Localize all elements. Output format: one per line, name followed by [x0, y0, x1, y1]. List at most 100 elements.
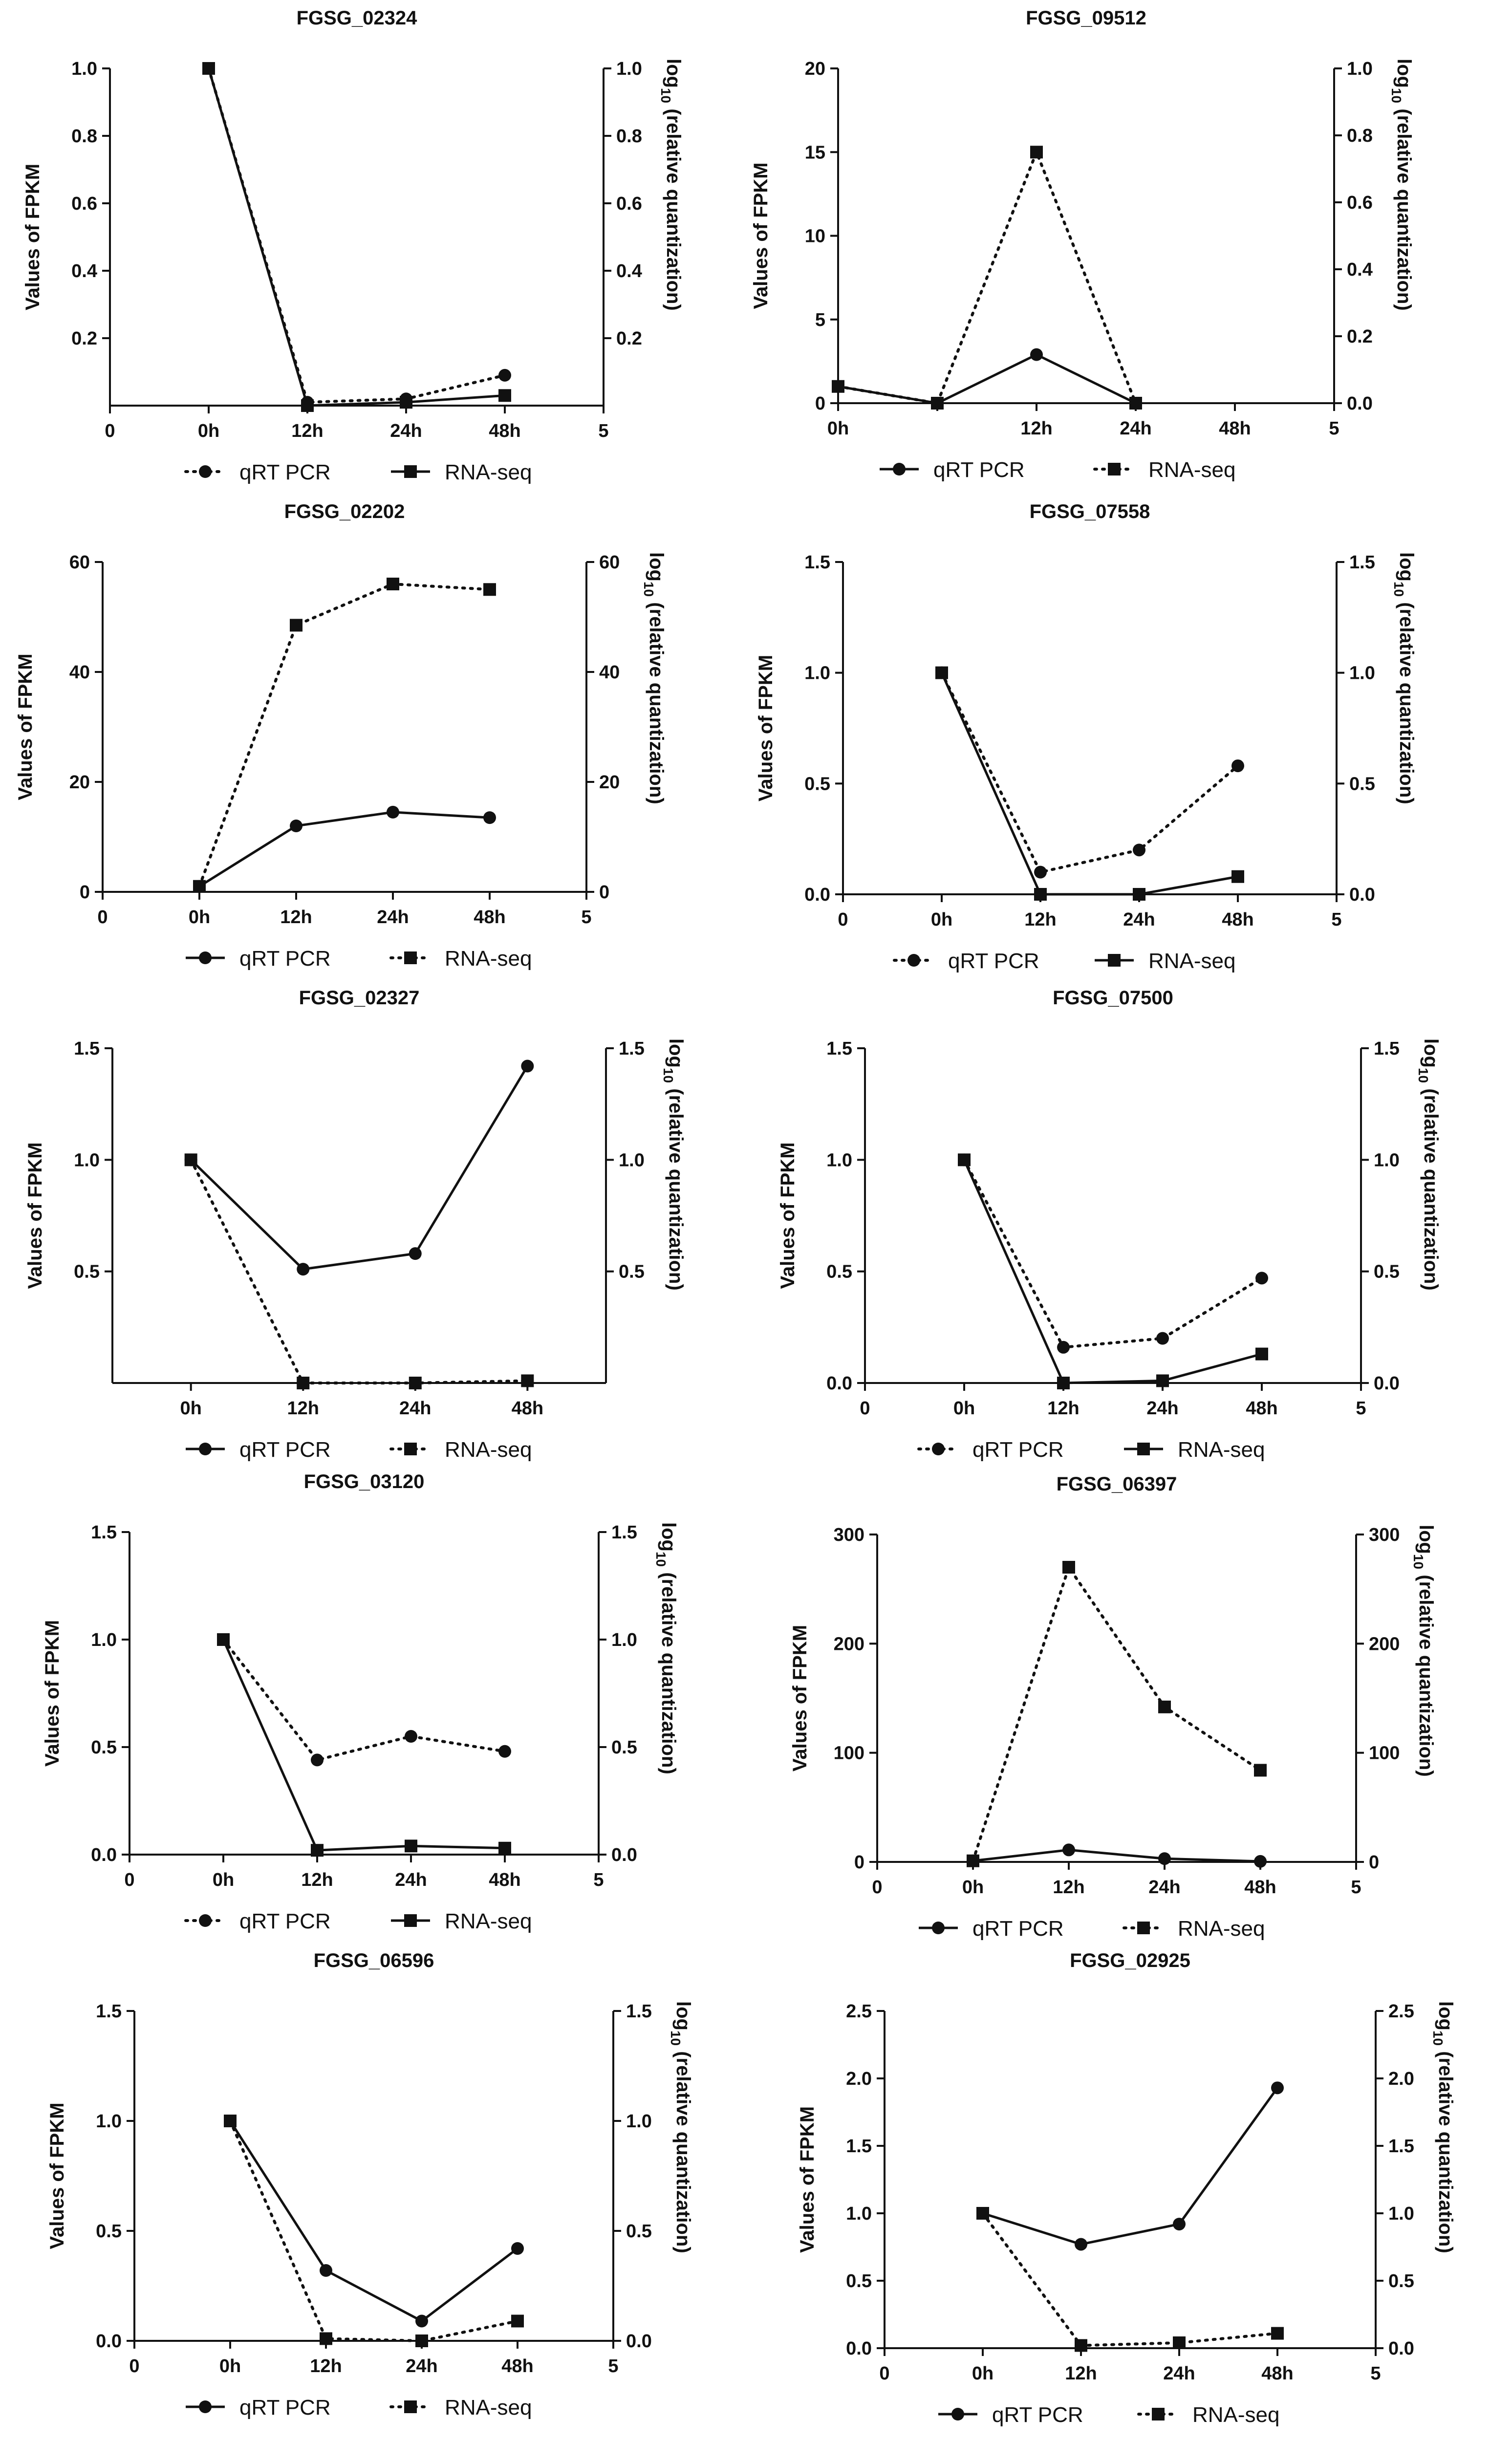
series-rna-seq-point [483, 583, 496, 596]
y2-axis-label-text: (relative quantization) [646, 597, 667, 804]
y2-tick-label: 1.5 [611, 1522, 637, 1543]
series-rna-seq-point [202, 62, 215, 75]
y-tick-label: 0 [854, 1852, 864, 1873]
legend-qrt-pcr-label: qRT PCR [239, 1438, 331, 1462]
legend-rna-seq-label: RNA-seq [1148, 458, 1236, 482]
legend-qrt-pcr-marker [199, 465, 212, 478]
legend-rna-seq-marker [1108, 954, 1121, 967]
x-tick-label: 0 [879, 2363, 889, 2384]
y2-tick-label: 1.5 [619, 1038, 645, 1059]
series-rna-seq-point [976, 2207, 989, 2220]
y2-axis-label-sub: 10 [1389, 88, 1404, 103]
chart-panel-fgsg_02202: FGSG_02202 0 20 40 60 0 20 40 60 0 0h 12h 24h 48h 5 Val… [15, 501, 667, 971]
legend-rna-seq-marker [404, 465, 417, 478]
series-qrt-pcr-line [940, 671, 1239, 874]
series-rna-seq-point [311, 1844, 324, 1857]
y-tick-label: 0.0 [826, 1373, 852, 1394]
series-rna-seq-point [297, 1377, 310, 1389]
series-rna-seq-line [972, 1564, 1262, 1862]
series-qrt-pcr-point [1255, 1272, 1268, 1285]
x-tick-label: 5 [1356, 1398, 1366, 1419]
y-tick-label: 0 [815, 393, 825, 414]
legend-rna-seq-marker [1137, 1922, 1150, 1934]
y2-tick-label: 0.8 [1347, 126, 1373, 146]
y-axis-label: Values of FPKM [789, 1625, 811, 1772]
y-tick-label: 20 [69, 772, 90, 793]
series-qrt-pcr-point [405, 1730, 417, 1743]
x-tick-label: 0h [189, 907, 210, 928]
y2-axis-label: log10 (relative quantization) [1411, 1525, 1437, 1777]
series-rna-seq-line [222, 1639, 505, 1852]
y2-axis-label-sub: 10 [658, 88, 673, 103]
x-tick-label: 12h [287, 1398, 319, 1419]
y2-tick-label: 0.0 [611, 1845, 637, 1865]
y-tick-label: 0 [80, 882, 90, 903]
y2-tick-label: 2.5 [1388, 2001, 1414, 2022]
legend-qrt-pcr-marker [199, 2400, 212, 2413]
y-tick-label: 2.5 [846, 2001, 872, 2022]
series-rna-seq-point [1231, 870, 1244, 883]
y2-tick-label: 0.5 [611, 1737, 637, 1758]
y-tick-label: 0.0 [91, 1845, 117, 1865]
series-rna-seq-line [207, 68, 505, 407]
series-rna-seq-point [1133, 888, 1145, 901]
y2-tick-label: 0.2 [616, 328, 642, 349]
y2-tick-label: 0.5 [1374, 1262, 1400, 1282]
y-axis-label: Values of FPKM [46, 2102, 68, 2249]
series-rna-seq-line [229, 2119, 519, 2343]
x-tick-label: 48h [474, 907, 505, 928]
x-tick-label: 0h [180, 1398, 202, 1419]
series-qrt-pcr-point [311, 1753, 324, 1767]
series-rna-seq-point [320, 2332, 332, 2345]
y2-tick-label: 0.4 [1347, 259, 1373, 280]
chart-title: FGSG_02202 [284, 501, 405, 522]
y2-axis-label-text: (relative quantization) [1393, 103, 1415, 311]
series-qrt-pcr-point [387, 805, 399, 819]
y-tick-label: 40 [69, 662, 90, 683]
y-tick-label: 1.5 [74, 1038, 100, 1059]
series-rna-seq-point [931, 397, 944, 410]
y2-tick-label: 0.8 [616, 126, 642, 147]
series-rna-seq-point [1057, 1377, 1070, 1389]
series-qrt-pcr-line [229, 2120, 518, 2323]
y2-axis-label-text: (relative quantization) [1396, 597, 1417, 804]
y-tick-label: 1.0 [846, 2204, 872, 2224]
series-qrt-pcr-point [1062, 1843, 1075, 1857]
y-tick-label: 0.2 [71, 328, 97, 349]
y2-axis-label: log10 (relative quantization) [658, 59, 684, 311]
y-tick-label: 1.5 [91, 1522, 117, 1543]
y2-axis-label-sub: 10 [1430, 2031, 1446, 2046]
y-tick-label: 0.5 [846, 2271, 872, 2291]
y2-tick-label: 0.5 [1388, 2271, 1414, 2291]
series-qrt-pcr-point [521, 1059, 534, 1073]
y2-tick-label: 0.5 [626, 2221, 652, 2242]
legend-rna-seq-label: RNA-seq [445, 1909, 532, 1933]
y2-axis-label-log: log [672, 2001, 694, 2031]
series-qrt-pcr-point [409, 1247, 422, 1260]
legend-rna-seq-label: RNA-seq [445, 1438, 532, 1462]
chart-panel-fgsg_02324: FGSG_02324 0.2 0.4 0.6 0.8 1.0 0.2 0.4 0.6 0.8 1.0… [22, 7, 684, 484]
series-rna-seq-line [198, 582, 491, 888]
y2-axis-label: log10 (relative quantization) [641, 552, 667, 804]
x-tick-label: 0h [198, 421, 219, 441]
series-qrt-pcr-point [1034, 865, 1047, 879]
series-qrt-pcr-point [1231, 759, 1244, 773]
series-rna-seq-point [400, 396, 412, 409]
y2-axis-label-sub: 10 [1391, 582, 1406, 597]
x-tick-label: 12h [1024, 909, 1056, 930]
chart-panel-fgsg_06596: FGSG_06596 0.0 0.5 1.0 1.5 0.0 0.5 1.0 1.5 0 0h 12h… [46, 1950, 694, 2420]
x-tick-label: 0 [105, 421, 115, 441]
y-tick-label: 15 [805, 142, 825, 163]
series-rna-seq-point [935, 666, 948, 679]
chart-panel-fgsg_03120: FGSG_03120 0.0 0.5 1.0 1.5 0.0 0.5 1.0 1.5 0 0h 12h… [42, 1471, 679, 1933]
y2-tick-label: 0.6 [616, 194, 642, 214]
x-tick-label: 24h [1120, 418, 1151, 439]
legend-qrt-pcr-marker [951, 2408, 964, 2420]
x-tick-label: 0 [97, 907, 108, 928]
series-qrt-pcr-line [207, 67, 506, 404]
y2-axis-label: log10 (relative quantization) [1389, 59, 1415, 311]
y-tick-label: 1.0 [71, 59, 97, 79]
y-tick-label: 300 [834, 1525, 864, 1545]
x-tick-label: 0 [129, 2356, 139, 2377]
series-rna-seq-point [498, 389, 511, 402]
